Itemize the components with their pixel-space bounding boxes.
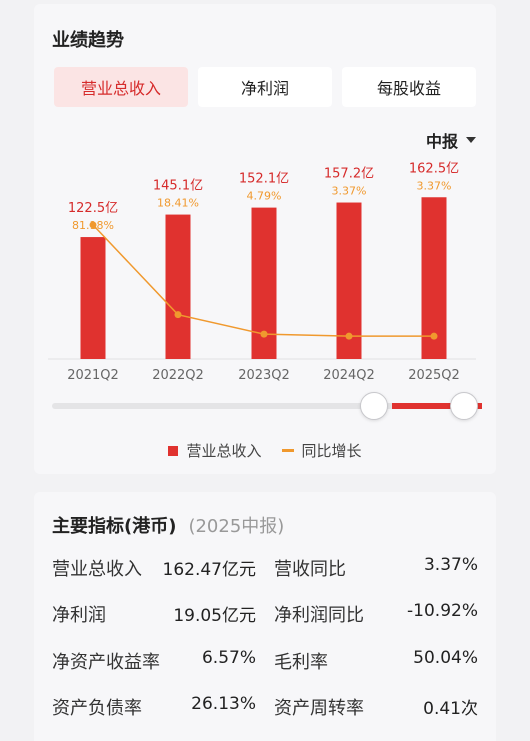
metric-label-roe: 净资产收益率 — [52, 652, 160, 673]
tab-eps[interactable]: 每股收益 — [342, 67, 476, 107]
metric-label-net-profit-yoy: 净利润同比 — [274, 605, 364, 626]
metric-tabs: 营业总收入 净利润 每股收益 — [54, 67, 476, 107]
metric-label-asset-turnover: 资产周转率 — [274, 698, 364, 719]
metric-value-asset-turnover: 0.41次 — [423, 699, 478, 719]
range-start-handle[interactable] — [360, 392, 388, 420]
metric-label-gross-margin: 毛利率 — [274, 652, 328, 673]
bar-value-label: 162.5亿 — [409, 161, 459, 176]
metric-value-net-profit-yoy: -10.92% — [407, 601, 478, 621]
bar-swatch-icon — [168, 445, 179, 456]
yoy-point — [260, 330, 268, 338]
caret-down-icon — [466, 137, 476, 143]
yoy-value-label: 4.79% — [247, 190, 282, 203]
revenue-bar — [165, 214, 191, 359]
line-swatch-icon — [281, 449, 294, 452]
metric-value-revenue: 162.47亿元 — [162, 560, 256, 580]
x-tick-label: 2023Q2 — [238, 368, 290, 383]
legend-yoy[interactable]: 同比增长 — [281, 440, 362, 461]
yoy-value-label: 3.37% — [332, 185, 367, 198]
metric-value-net-profit: 19.05亿元 — [173, 606, 256, 626]
metric-value-debt-ratio: 26.13% — [191, 694, 256, 714]
yoy-point — [345, 332, 353, 340]
metric-label-net-profit: 净利润 — [52, 605, 106, 626]
metric-label-revenue-yoy: 营收同比 — [274, 559, 346, 580]
metric-value-gross-margin: 50.04% — [413, 648, 478, 668]
legend-revenue[interactable]: 营业总收入 — [168, 440, 262, 461]
yoy-point — [174, 311, 182, 319]
performance-trend-card: 业绩趋势 营业总收入 净利润 每股收益 中报 122.5亿81.18%2021Q… — [34, 4, 496, 474]
yoy-point — [430, 332, 438, 340]
metrics-title: 主要指标(港币) (2025中报) — [52, 512, 284, 538]
range-end-handle[interactable] — [450, 392, 478, 420]
x-tick-label: 2021Q2 — [67, 368, 119, 383]
metric-label-revenue: 营业总收入 — [52, 559, 142, 580]
metrics-title-text: 主要指标(港币) — [52, 516, 177, 537]
period-dropdown[interactable]: 中报 — [426, 128, 476, 152]
revenue-chart: 122.5亿81.18%2021Q2145.1亿18.41%2022Q2152.… — [48, 161, 476, 383]
bar-value-label: 152.1亿 — [239, 172, 289, 187]
trend-title: 业绩趋势 — [52, 30, 124, 51]
metric-label-debt-ratio: 资产负债率 — [52, 698, 142, 719]
bar-value-label: 145.1亿 — [153, 179, 203, 194]
metric-value-revenue-yoy: 3.37% — [423, 555, 478, 575]
bar-value-label: 157.2亿 — [324, 167, 374, 182]
legend-revenue-label: 营业总收入 — [186, 442, 262, 460]
metrics-period: (2025中报) — [188, 516, 285, 537]
range-selected-fill — [392, 403, 482, 409]
x-tick-label: 2025Q2 — [408, 368, 460, 383]
tab-net-profit[interactable]: 净利润 — [198, 67, 332, 107]
chart-legend: 营业总收入 同比增长 — [34, 440, 496, 461]
legend-yoy-label: 同比增长 — [301, 442, 362, 460]
key-metrics-card: 主要指标(港币) (2025中报) 营业总收入 162.47亿元 营收同比 3.3… — [34, 492, 496, 741]
yoy-point — [89, 221, 97, 229]
revenue-bar — [421, 197, 447, 359]
yoy-value-label: 18.41% — [157, 197, 199, 210]
chart-range-scrollbar[interactable] — [52, 403, 482, 409]
x-tick-label: 2022Q2 — [152, 368, 204, 383]
revenue-bar — [80, 237, 106, 359]
x-tick-label: 2024Q2 — [323, 368, 375, 383]
metric-value-roe: 6.57% — [201, 648, 256, 668]
tab-revenue[interactable]: 营业总收入 — [54, 67, 188, 107]
bar-value-label: 122.5亿 — [68, 201, 118, 216]
yoy-value-label: 3.37% — [417, 179, 452, 192]
period-label: 中报 — [425, 132, 458, 151]
